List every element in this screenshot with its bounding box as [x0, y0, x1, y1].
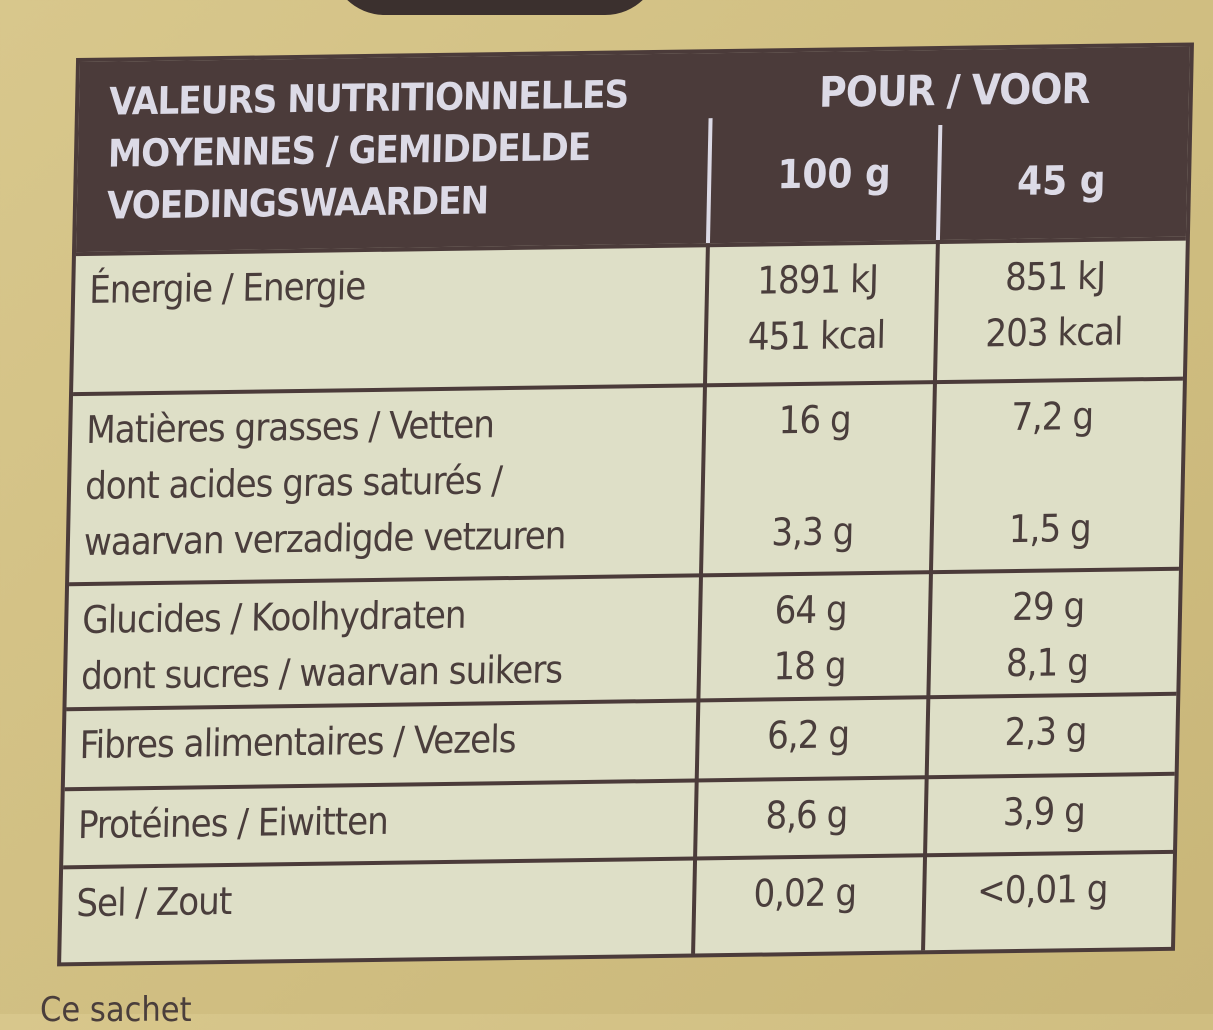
value-100g: 64 g 18 g [696, 580, 923, 695]
value-45g: 3,9 g [923, 782, 1164, 841]
text-line: Énergie / Energie [88, 264, 366, 312]
text-line: <0,01 g [976, 866, 1108, 913]
text-line: Glucides / Koolhydraten [81, 592, 467, 643]
text-line: 16 g [778, 397, 852, 443]
text-line: 0,02 g [753, 870, 857, 916]
table-row: Énergie / Energie 1891 kJ 451 kcal 851 kJ 20… [73, 236, 1186, 397]
value-45g: 851 kJ 203 kcal [933, 247, 1175, 362]
text-line: Sel / Zout [75, 878, 232, 926]
col-100g: 100 g [776, 150, 892, 199]
table-title: VALEURS NUTRITIONNELLES MOYENNES / GEMID… [106, 68, 629, 231]
text-line: 64 g [774, 587, 848, 633]
nutrition-table: VALEURS NUTRITIONNELLES MOYENNES / GEMID… [61, 46, 1190, 967]
text-line: 7,2 g [1010, 393, 1094, 440]
header-divider [705, 118, 713, 244]
nutrient-label: Glucides / Koolhydraten dont sucres / waa… [81, 585, 564, 704]
text-line: 1891 kJ [756, 256, 879, 303]
text-line: 203 kcal [984, 309, 1123, 356]
footer-text: Ce sachet [40, 990, 192, 1030]
text-line: 3,9 g [1002, 789, 1086, 835]
text-line: 3,3 g [770, 509, 854, 555]
text-line: 451 kcal [747, 312, 886, 359]
text-line: 18 g [773, 643, 847, 689]
col-45g: 45 g [1016, 157, 1106, 205]
nutrient-label: Énergie / Energie [89, 258, 366, 318]
value-100g: 6,2 g [695, 705, 921, 764]
table-row: Sel / Zout 0,02 g <0,01 g [61, 849, 1174, 967]
text-line: 6,2 g [766, 712, 850, 758]
table-header: VALEURS NUTRITIONNELLES MOYENNES / GEMID… [76, 46, 1190, 253]
value-45g: 7,2 g 1,5 g [929, 387, 1172, 558]
text-line: 1,5 g [1008, 505, 1092, 552]
value-100g: 0,02 g [692, 863, 918, 922]
text-line: 8,1 g [1005, 639, 1089, 686]
title-line: MOYENNES / GEMIDDELDE [107, 124, 591, 176]
nutrient-label: Matières grasses / Vetten dont acides gra… [83, 395, 568, 570]
text-line [930, 443, 1171, 502]
text-line: 2,3 g [1004, 709, 1088, 755]
value-45g: 2,3 g [925, 702, 1166, 761]
text-line [700, 446, 926, 505]
text-line: 29 g [1011, 584, 1085, 630]
table-row: Matières grasses / Vetten dont acides gra… [69, 376, 1183, 587]
nutrient-label: Fibres alimentaires / Vezels [79, 711, 516, 773]
text-line: dont acides gras saturés / [84, 458, 503, 508]
nutrient-label: Sel / Zout [76, 873, 232, 931]
nutrient-label: Protéines / Eiwitten [77, 793, 389, 853]
value-100g: 8,6 g [693, 785, 919, 844]
text-line: dont sucres / waarvan suikers [80, 647, 563, 699]
value-100g: 16 g 3,3 g [699, 390, 927, 561]
value-100g: 1891 kJ 451 kcal [703, 250, 930, 365]
package-dark-shape [330, 0, 660, 15]
value-45g: <0,01 g [922, 860, 1163, 919]
value-45g: 29 g 8,1 g [926, 577, 1168, 692]
per-label: POUR / VOOR [818, 63, 1091, 117]
text-line: Matières grasses / Vetten [85, 402, 495, 452]
text-line: 851 kJ [1004, 253, 1106, 300]
table-row: Glucides / Koolhydraten dont sucres / waa… [66, 566, 1179, 712]
header-divider [935, 124, 943, 241]
text-line: 8,6 g [765, 792, 848, 838]
text-line: waarvan verzadigde vetzuren [83, 513, 566, 565]
text-line: Fibres alimentaires / Vezels [79, 716, 517, 768]
text-line: Protéines / Eiwitten [77, 798, 389, 848]
title-line: VALEURS NUTRITIONNELLES [108, 72, 629, 124]
title-line: VOEDINGSWAARDEN [106, 178, 489, 228]
